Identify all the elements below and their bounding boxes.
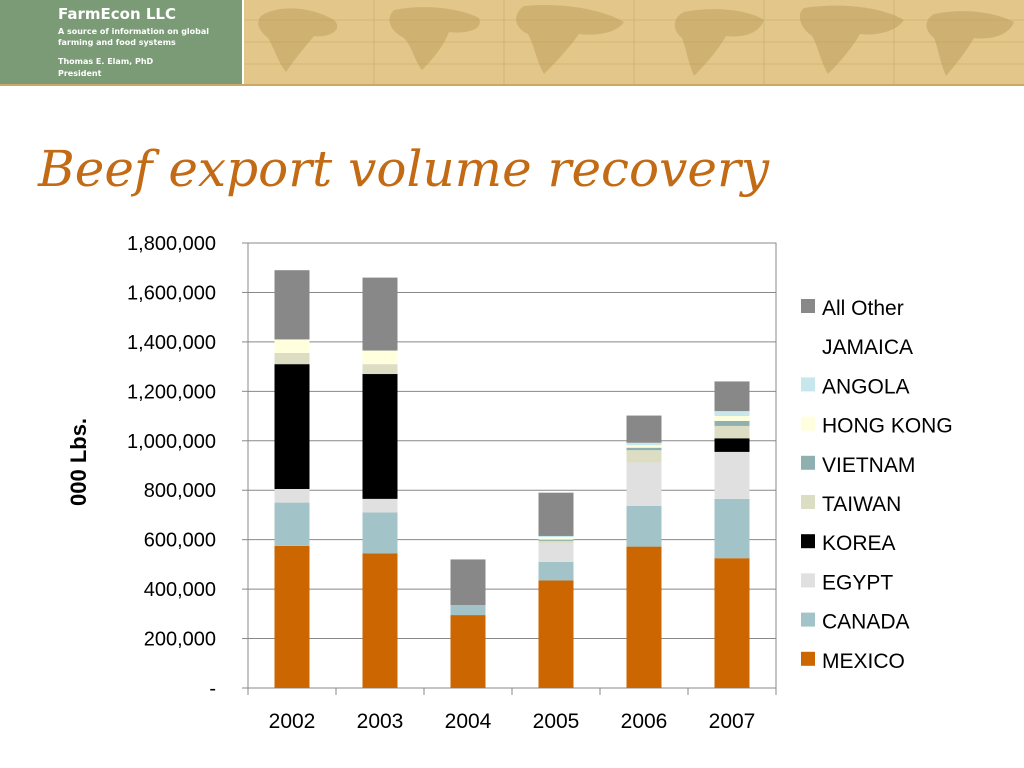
- bar-segment: [274, 353, 310, 365]
- author-role: President: [58, 69, 102, 78]
- bar-segment: [626, 546, 662, 688]
- bar-segment: [626, 462, 662, 506]
- bar-segment: [626, 442, 662, 446]
- bar-segment: [538, 539, 574, 541]
- bar-segment: [538, 535, 574, 538]
- bar-segment: [714, 411, 750, 417]
- x-tick-label: 2007: [709, 710, 756, 733]
- bar-segment: [714, 416, 750, 421]
- legend-label: All Other: [822, 297, 904, 320]
- x-tick-label: 2006: [621, 710, 668, 733]
- y-tick-label: 1,200,000: [127, 381, 216, 403]
- y-tick-label: -: [209, 678, 216, 700]
- company-name: FarmEcon LLC: [58, 5, 176, 23]
- y-tick-label: 1,600,000: [127, 282, 216, 304]
- bar-segment: [362, 374, 398, 499]
- bar-segment: [714, 438, 750, 452]
- x-tick-label: 2004: [445, 710, 492, 733]
- legend-label: VIETNAM: [822, 454, 915, 477]
- bar-segment: [538, 540, 574, 544]
- header-banner: FarmEcon LLC A source of information on …: [0, 0, 1024, 86]
- legend-swatch: [801, 534, 815, 549]
- bar-segment: [714, 498, 750, 559]
- bar-segment: [626, 415, 662, 443]
- bar-segment: [362, 512, 398, 554]
- legend-swatch: [801, 416, 815, 431]
- bar-segment: [538, 543, 574, 562]
- legend-swatch: [801, 299, 815, 313]
- bar-segment: [274, 488, 310, 503]
- bar-segment: [450, 605, 486, 616]
- legend-swatch: [801, 377, 815, 392]
- bar-segment: [626, 447, 662, 451]
- brand-panel: FarmEcon LLC A source of information on …: [0, 0, 242, 84]
- x-tick-label: 2005: [533, 710, 580, 733]
- x-tick-label: 2003: [357, 710, 404, 733]
- world-map-icon: [244, 0, 1024, 84]
- plot-area: [247, 242, 777, 689]
- legend-label: CANADA: [822, 611, 910, 634]
- legend-swatch: [801, 651, 815, 666]
- bar-segment: [538, 492, 574, 536]
- bar-segment: [362, 350, 398, 365]
- y-tick-label: 1,400,000: [127, 332, 216, 354]
- y-tick-label: 600,000: [144, 530, 216, 552]
- bar-segment: [538, 561, 574, 581]
- bar-segment: [538, 580, 574, 688]
- legend-swatch: [801, 338, 815, 353]
- bar-segment: [274, 339, 310, 354]
- legend-label: JAMAICA: [822, 336, 913, 359]
- bar-segment: [362, 553, 398, 688]
- bar-segment: [714, 558, 750, 688]
- bar-segment: [362, 277, 398, 351]
- banner-divider: [0, 84, 1024, 86]
- bar-segment: [714, 381, 750, 412]
- bar-segment: [450, 559, 486, 606]
- world-map-banner: [244, 0, 1024, 84]
- legend-label: HONG KONG: [822, 415, 953, 438]
- legend-swatch: [801, 612, 815, 627]
- bar-segment: [714, 425, 750, 439]
- tagline-line-2: farming and food systems: [58, 38, 176, 47]
- bar-segment: [626, 505, 662, 547]
- bar-segment: [362, 364, 398, 375]
- y-tick-label: 1,000,000: [127, 431, 216, 453]
- slide-title: Beef export volume recovery: [38, 140, 770, 198]
- bar-segment: [274, 364, 310, 489]
- y-tick-label: 200,000: [144, 629, 216, 651]
- y-tick-label: 800,000: [144, 480, 216, 502]
- legend-label: ANGOLA: [822, 375, 910, 398]
- x-tick-label: 2002: [269, 710, 316, 733]
- legend-swatch: [801, 455, 815, 470]
- bar-segment: [274, 545, 310, 688]
- legend-swatch: [801, 495, 815, 509]
- bar-segment: [714, 451, 750, 499]
- legend-swatch: [801, 573, 815, 588]
- legend-label: EGYPT: [822, 571, 893, 594]
- bar-segment: [362, 498, 398, 513]
- bar-segment: [274, 502, 310, 546]
- bar-segment: [626, 445, 662, 448]
- bar-segment: [714, 421, 750, 426]
- legend-label: MEXICO: [822, 650, 905, 673]
- bar-segment: [274, 270, 310, 340]
- legend-label: TAIWAN: [822, 493, 901, 516]
- author-name: Thomas E. Elam, PhD: [58, 57, 154, 66]
- bar-segment: [538, 537, 574, 540]
- y-tick-label: 400,000: [144, 579, 216, 601]
- tagline-line-1: A source of information on global: [58, 27, 210, 36]
- y-tick-label: 1,800,000: [127, 233, 216, 255]
- legend-label: KOREA: [822, 532, 896, 555]
- bar-segment: [626, 450, 662, 463]
- bar-segment: [450, 615, 486, 688]
